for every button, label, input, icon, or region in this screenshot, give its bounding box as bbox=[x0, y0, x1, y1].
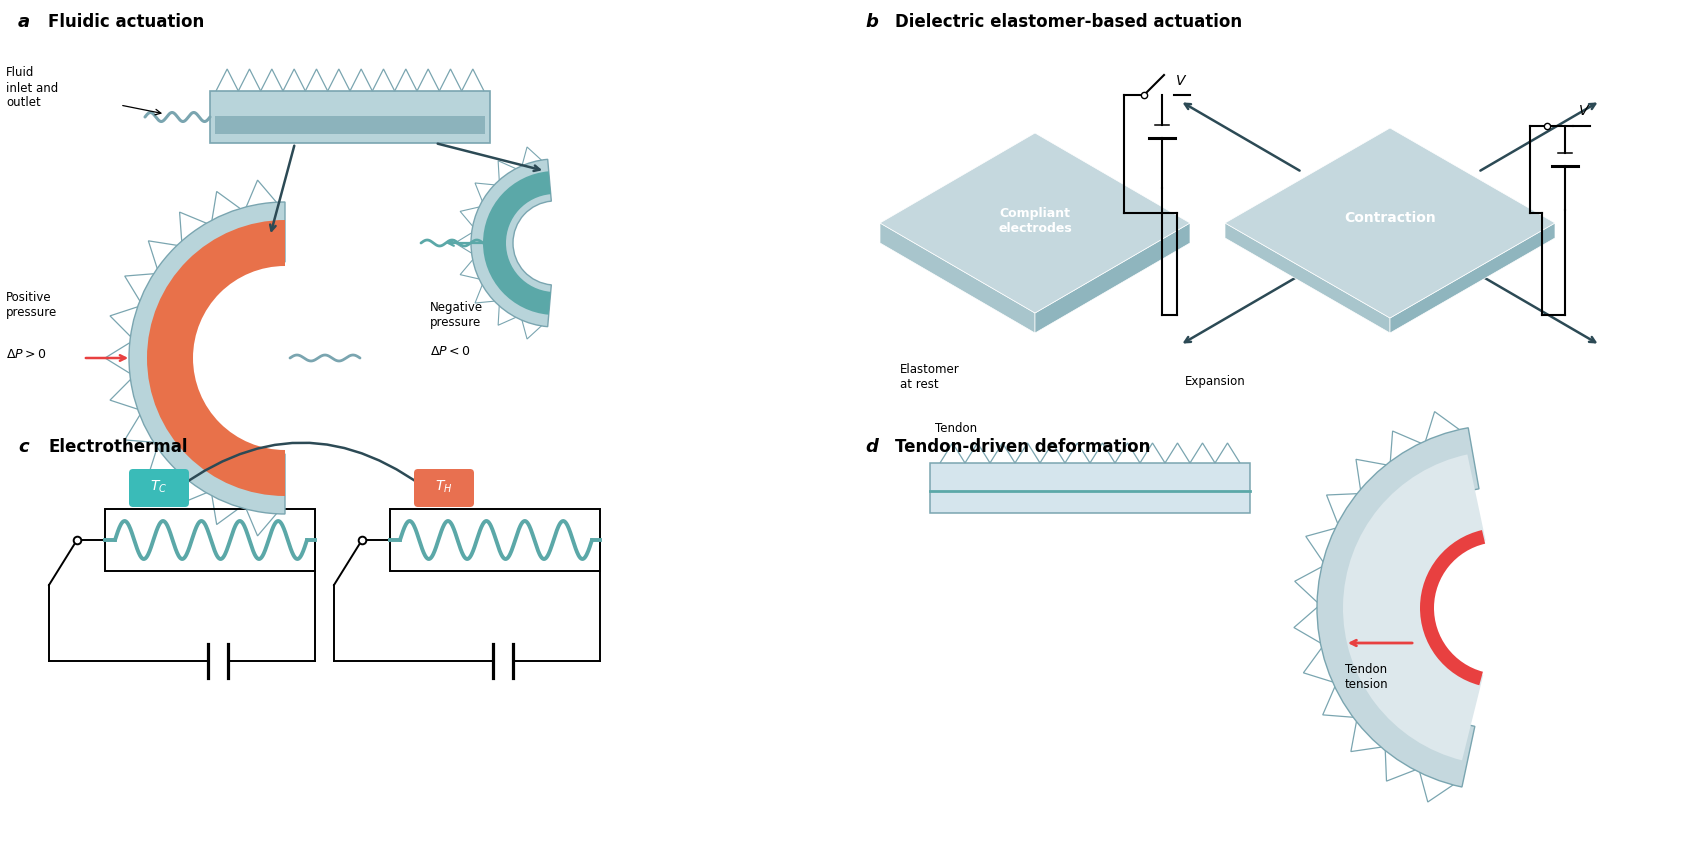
Polygon shape bbox=[1034, 223, 1150, 310]
Bar bbox=[211, 91, 489, 143]
FancyBboxPatch shape bbox=[129, 469, 188, 507]
Wedge shape bbox=[129, 202, 285, 514]
Polygon shape bbox=[1299, 223, 1389, 290]
Text: a: a bbox=[19, 13, 31, 31]
Polygon shape bbox=[1034, 223, 1090, 275]
Polygon shape bbox=[1224, 223, 1389, 333]
Text: $T_H$: $T_H$ bbox=[435, 479, 452, 495]
Text: $T_C$: $T_C$ bbox=[151, 479, 168, 495]
Text: Tendon: Tendon bbox=[934, 422, 976, 435]
Polygon shape bbox=[1330, 223, 1389, 273]
Polygon shape bbox=[880, 223, 1034, 333]
Text: Tendon
tension: Tendon tension bbox=[1345, 663, 1387, 691]
Polygon shape bbox=[980, 223, 1034, 275]
Polygon shape bbox=[1034, 223, 1189, 333]
Text: d: d bbox=[864, 438, 878, 456]
FancyBboxPatch shape bbox=[414, 469, 474, 507]
Polygon shape bbox=[1267, 223, 1389, 308]
Wedge shape bbox=[148, 220, 285, 496]
Polygon shape bbox=[1299, 171, 1479, 275]
Wedge shape bbox=[482, 171, 550, 314]
Polygon shape bbox=[1330, 188, 1448, 258]
Polygon shape bbox=[1389, 223, 1479, 290]
Text: Electrothermal: Electrothermal bbox=[48, 438, 187, 456]
Text: c: c bbox=[19, 438, 29, 456]
Bar bbox=[216, 116, 484, 134]
Text: V: V bbox=[1577, 104, 1588, 118]
Polygon shape bbox=[880, 133, 1189, 313]
Text: Dielectric elastomer-based actuation: Dielectric elastomer-based actuation bbox=[895, 13, 1241, 31]
Text: V: V bbox=[1175, 74, 1185, 88]
Text: b: b bbox=[864, 13, 878, 31]
Text: $\Delta P>0$: $\Delta P>0$ bbox=[7, 348, 46, 361]
Text: Expansion: Expansion bbox=[1184, 375, 1245, 388]
Text: Elastomer
at rest: Elastomer at rest bbox=[900, 363, 959, 391]
Polygon shape bbox=[919, 156, 1150, 290]
Polygon shape bbox=[1389, 223, 1554, 333]
Polygon shape bbox=[1389, 223, 1448, 273]
Polygon shape bbox=[919, 223, 1034, 310]
Text: Fluidic actuation: Fluidic actuation bbox=[48, 13, 204, 31]
Text: Negative
pressure: Negative pressure bbox=[430, 301, 482, 329]
Wedge shape bbox=[1420, 530, 1484, 685]
Bar bbox=[105, 509, 314, 571]
Text: Tendon-driven deformation: Tendon-driven deformation bbox=[895, 438, 1150, 456]
Text: $\Delta P<0$: $\Delta P<0$ bbox=[430, 345, 470, 358]
Text: Positive
pressure: Positive pressure bbox=[7, 291, 58, 319]
Bar bbox=[391, 509, 599, 571]
Polygon shape bbox=[949, 174, 1119, 272]
Polygon shape bbox=[980, 191, 1090, 255]
Text: Contraction: Contraction bbox=[1343, 211, 1435, 225]
Polygon shape bbox=[949, 223, 1034, 292]
Bar bbox=[929, 463, 1250, 513]
Polygon shape bbox=[1034, 223, 1119, 292]
Polygon shape bbox=[1267, 153, 1511, 293]
Polygon shape bbox=[1389, 223, 1511, 308]
Text: Fluid
inlet and
outlet: Fluid inlet and outlet bbox=[7, 67, 58, 110]
Text: Compliant
electrodes: Compliant electrodes bbox=[997, 207, 1071, 235]
Wedge shape bbox=[470, 159, 552, 327]
Polygon shape bbox=[1224, 128, 1554, 318]
Wedge shape bbox=[1316, 427, 1479, 787]
Wedge shape bbox=[1341, 454, 1484, 760]
